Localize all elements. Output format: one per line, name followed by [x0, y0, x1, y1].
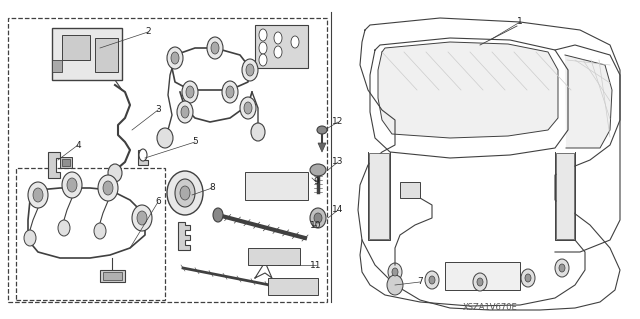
Ellipse shape [167, 171, 203, 215]
Ellipse shape [58, 220, 70, 236]
Bar [8, 18, 327, 302]
Ellipse shape [108, 164, 122, 182]
Ellipse shape [94, 223, 106, 239]
Polygon shape [138, 150, 148, 165]
Bar [52, 60, 62, 72]
Text: 1: 1 [517, 18, 523, 26]
Ellipse shape [211, 42, 219, 54]
Ellipse shape [555, 259, 569, 277]
Polygon shape [378, 42, 558, 138]
Ellipse shape [132, 205, 152, 231]
Text: XSZA1V670E: XSZA1V670E [463, 303, 517, 313]
Ellipse shape [387, 275, 403, 295]
Ellipse shape [226, 86, 234, 98]
Ellipse shape [259, 29, 267, 41]
Ellipse shape [180, 186, 190, 200]
Ellipse shape [473, 273, 487, 291]
Ellipse shape [167, 47, 183, 69]
Text: 12: 12 [332, 117, 344, 127]
Text: 4: 4 [75, 140, 81, 150]
Ellipse shape [317, 126, 327, 134]
Polygon shape [318, 143, 326, 152]
Ellipse shape [181, 106, 189, 118]
Text: 6: 6 [155, 197, 161, 206]
Polygon shape [48, 152, 60, 178]
Text: 13: 13 [332, 158, 344, 167]
Ellipse shape [251, 123, 265, 141]
Ellipse shape [521, 269, 535, 287]
Ellipse shape [67, 178, 77, 192]
Polygon shape [565, 55, 612, 148]
Ellipse shape [392, 268, 398, 276]
Ellipse shape [213, 208, 223, 222]
Ellipse shape [310, 208, 326, 228]
Ellipse shape [175, 179, 195, 207]
Bar [100, 270, 125, 282]
Ellipse shape [33, 188, 43, 202]
Text: 3: 3 [155, 106, 161, 115]
Ellipse shape [222, 81, 238, 103]
Ellipse shape [157, 128, 173, 148]
Ellipse shape [559, 264, 565, 272]
Bar [103, 272, 122, 280]
Ellipse shape [291, 36, 299, 48]
Ellipse shape [28, 182, 48, 208]
Bar [445, 262, 520, 290]
Text: 11: 11 [310, 261, 322, 270]
Ellipse shape [24, 230, 36, 246]
Bar [369, 153, 389, 239]
Ellipse shape [103, 181, 113, 195]
Bar [268, 278, 318, 295]
Text: 5: 5 [192, 137, 198, 146]
Ellipse shape [207, 37, 223, 59]
Text: 7: 7 [417, 278, 423, 286]
Ellipse shape [186, 86, 194, 98]
Ellipse shape [182, 81, 198, 103]
Text: 9: 9 [313, 177, 319, 187]
Bar [245, 172, 308, 200]
Text: 14: 14 [332, 205, 344, 214]
Ellipse shape [310, 164, 326, 176]
Bar [95, 38, 118, 72]
Polygon shape [178, 222, 190, 250]
Ellipse shape [259, 54, 267, 66]
Ellipse shape [98, 175, 118, 201]
Ellipse shape [274, 46, 282, 58]
Ellipse shape [525, 274, 531, 282]
Ellipse shape [274, 32, 282, 44]
Bar [248, 248, 300, 265]
Bar [400, 182, 420, 198]
Ellipse shape [429, 276, 435, 284]
Ellipse shape [171, 52, 179, 64]
Ellipse shape [259, 42, 267, 54]
Ellipse shape [62, 172, 82, 198]
Ellipse shape [314, 213, 322, 223]
Ellipse shape [388, 263, 402, 281]
Bar [62, 159, 70, 166]
Text: 10: 10 [310, 220, 322, 229]
Ellipse shape [242, 59, 258, 81]
Ellipse shape [137, 211, 147, 225]
Bar [255, 25, 308, 68]
Text: 2: 2 [145, 27, 151, 36]
Ellipse shape [139, 149, 147, 161]
Ellipse shape [425, 271, 439, 289]
Bar [52, 28, 122, 80]
Bar [62, 35, 90, 60]
Ellipse shape [240, 97, 256, 119]
Bar [60, 157, 72, 168]
Ellipse shape [477, 278, 483, 286]
Text: 8: 8 [209, 183, 215, 192]
Bar [16, 168, 165, 300]
Ellipse shape [177, 101, 193, 123]
Bar [556, 153, 574, 239]
Ellipse shape [246, 64, 254, 76]
Ellipse shape [244, 102, 252, 114]
